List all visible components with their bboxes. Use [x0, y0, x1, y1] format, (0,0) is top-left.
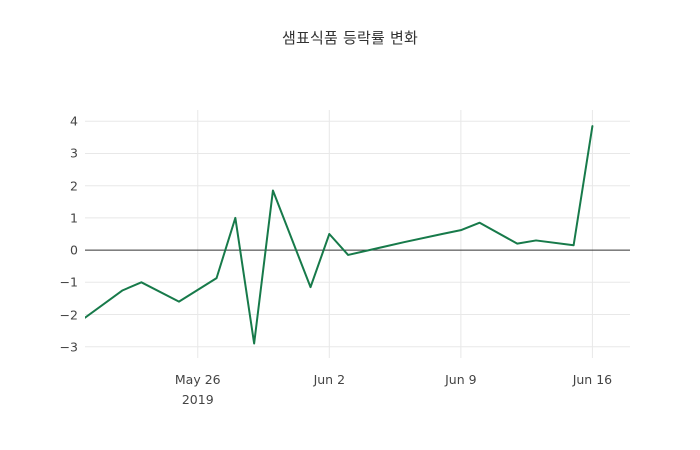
x-axis-tick-label: Jun 16: [572, 372, 613, 387]
data-line-series: [85, 125, 594, 345]
y-axis-tick-label: −1: [59, 274, 78, 290]
y-axis-tick-label: 1: [70, 210, 78, 226]
y-axis-tick-label: 0: [70, 242, 78, 258]
y-axis-tick-label: −2: [59, 307, 78, 323]
y-axis-tick-label: −3: [59, 339, 78, 355]
page-title: 샘표식품 등락률 변화: [282, 29, 418, 47]
x-axis-tick-label: May 26: [174, 372, 221, 387]
x-axis-year-label: 2019: [181, 392, 214, 407]
y-axis-tick-label: 3: [70, 145, 78, 161]
x-axis-tick-label: Jun 2: [313, 372, 346, 387]
y-axis-tick-labels: 4 3 2 1 0 −1 −2 −3: [30, 0, 78, 450]
y-axis-tick-label: 2: [70, 178, 78, 194]
y-axis-tick-label: 4: [70, 113, 78, 129]
x-axis-tick-label: Jun 9: [445, 372, 477, 387]
line-chart-svg: [85, 110, 630, 358]
plot-area: [85, 110, 630, 358]
